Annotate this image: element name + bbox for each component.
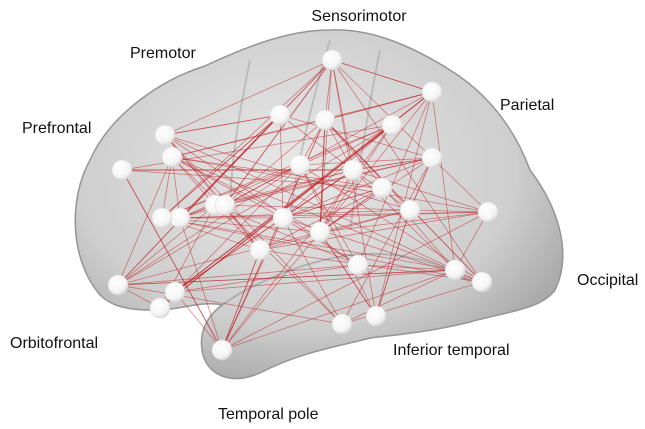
region-label: Prefrontal (22, 120, 91, 137)
region-label: Occipital (577, 272, 638, 289)
node (152, 208, 172, 228)
node (273, 208, 293, 228)
node (270, 105, 290, 125)
brain-network-figure: Sensorimotor Premotor Parietal Prefrontal Oc… (0, 0, 645, 429)
node (366, 306, 386, 326)
region-label: Inferior temporal (393, 342, 510, 359)
node (215, 195, 235, 215)
region-label: Orbitofrontal (10, 335, 98, 352)
node (372, 178, 392, 198)
node (250, 240, 270, 260)
node (472, 272, 492, 292)
region-label: Sensorimotor (311, 8, 407, 25)
node (445, 260, 465, 280)
node (108, 275, 128, 295)
node (310, 222, 330, 242)
node (478, 202, 498, 222)
node (170, 208, 190, 228)
node (422, 148, 442, 168)
node (322, 50, 342, 70)
page: {"labels": ["Sensorimotor", "Premotor", … (0, 0, 645, 429)
node (212, 340, 232, 360)
node (112, 160, 132, 180)
node (332, 314, 352, 334)
node (162, 147, 182, 167)
node (348, 255, 368, 275)
node (165, 282, 185, 302)
node (400, 200, 420, 220)
node (155, 125, 175, 145)
node (422, 82, 442, 102)
node (150, 298, 170, 318)
node (343, 160, 363, 180)
node (290, 155, 310, 175)
region-label: Temporal pole (218, 406, 319, 423)
region-label: Premotor (130, 45, 196, 62)
region-label: Parietal (500, 97, 554, 114)
node (315, 110, 335, 130)
node (382, 115, 402, 135)
